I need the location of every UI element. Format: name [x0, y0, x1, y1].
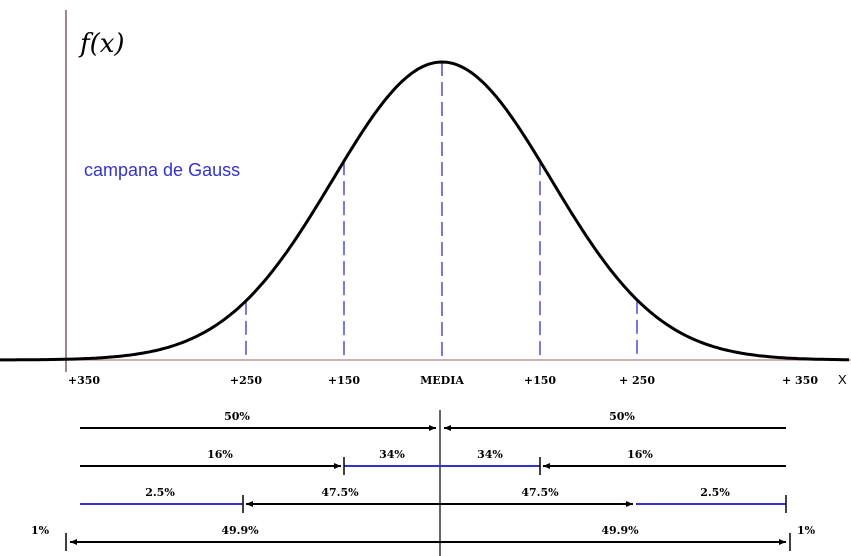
x-tick-label: MEDIA — [420, 374, 464, 387]
x-axis-label: X — [838, 372, 847, 387]
x-tick-label: +250 — [230, 374, 263, 387]
x-tick-label: +150 — [328, 374, 361, 387]
range-label: 16% — [207, 448, 233, 461]
range-label: 16% — [627, 448, 653, 461]
x-tick-label: +150 — [524, 374, 557, 387]
bell-curve — [0, 60, 849, 362]
range-label: 49.9% — [601, 524, 639, 537]
range-label: 47.5% — [321, 486, 359, 499]
range-label: 50% — [224, 410, 250, 423]
range-label: 49.9% — [221, 524, 259, 537]
sigma-lines — [245, 62, 638, 360]
range-label: 47.5% — [521, 486, 559, 499]
percent-rows: 50% 50% 16% 34% 34% 16% 2.5% 47.5% 47.5% 2.5% 1% 49… — [31, 410, 816, 551]
x-tick-label: + 250 — [619, 374, 655, 387]
y-axis-label: f(x) — [78, 29, 125, 59]
range-label: 34% — [379, 448, 405, 461]
range-label: 34% — [477, 448, 503, 461]
range-label: 1% — [797, 524, 816, 537]
range-label: 50% — [609, 410, 635, 423]
x-tick-label: +350 — [68, 374, 101, 387]
x-tick-label: + 350 — [782, 374, 818, 387]
range-label: 1% — [31, 524, 50, 537]
range-label: 2.5% — [145, 486, 175, 499]
curve-label: campana de Gauss — [84, 160, 240, 180]
range-label: 2.5% — [700, 486, 730, 499]
